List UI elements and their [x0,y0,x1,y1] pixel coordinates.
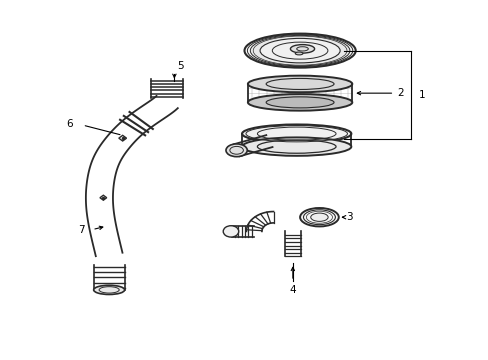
Text: 2: 2 [396,88,403,98]
Ellipse shape [242,138,350,156]
Ellipse shape [94,285,124,294]
Text: 1: 1 [418,90,424,100]
Text: 4: 4 [289,284,296,294]
Text: 6: 6 [66,119,73,129]
Ellipse shape [225,144,247,157]
Ellipse shape [265,97,333,108]
Ellipse shape [290,45,314,53]
Ellipse shape [247,94,351,111]
Ellipse shape [223,226,238,237]
Polygon shape [100,195,106,200]
Ellipse shape [310,213,327,221]
Ellipse shape [242,125,350,143]
Text: 5: 5 [177,61,183,71]
Ellipse shape [260,39,340,63]
Ellipse shape [244,33,355,68]
Ellipse shape [295,52,303,55]
Text: 3: 3 [346,212,352,222]
Ellipse shape [300,208,338,226]
Ellipse shape [250,35,349,66]
Polygon shape [119,135,126,141]
Text: 7: 7 [78,225,85,235]
Ellipse shape [247,76,351,92]
